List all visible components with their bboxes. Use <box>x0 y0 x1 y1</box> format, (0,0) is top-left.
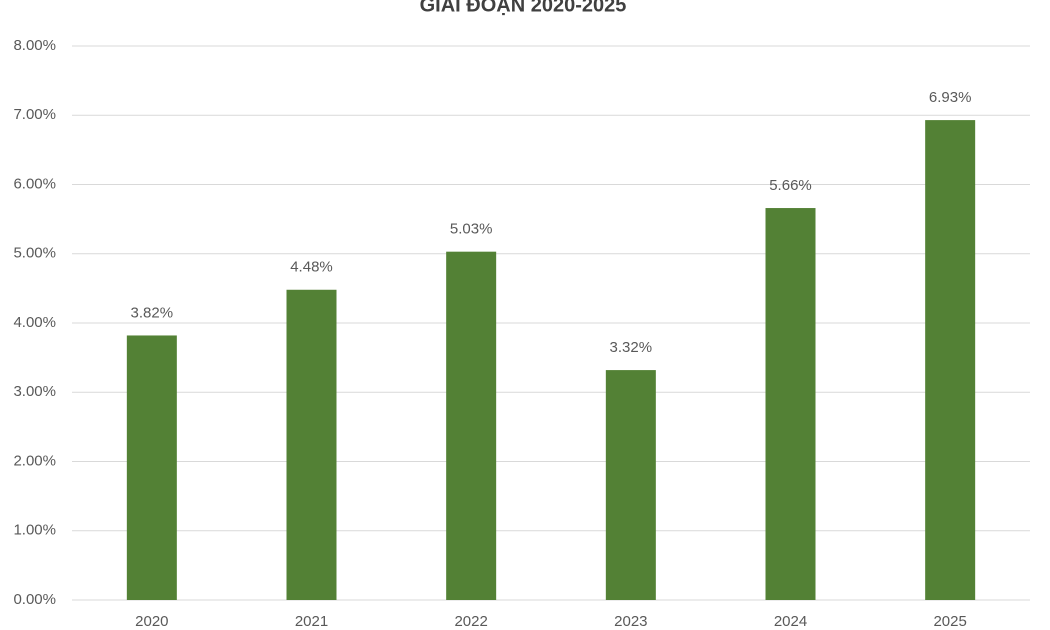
x-tick-label: 2024 <box>774 613 807 630</box>
data-label: 5.03% <box>450 221 493 238</box>
x-tick-label: 2025 <box>933 613 966 630</box>
data-label: 3.82% <box>131 304 174 321</box>
x-tick-label: 2020 <box>135 613 168 630</box>
bar <box>925 120 976 600</box>
x-tick-label: 2021 <box>295 613 328 630</box>
data-label: 4.48% <box>290 259 333 276</box>
chart-title: GIAI ĐOẠN 2020-2025 <box>420 0 627 16</box>
bar <box>126 335 177 600</box>
bar <box>446 251 497 601</box>
y-tick-label: 1.00% <box>13 522 56 539</box>
y-tick-label: 3.00% <box>13 383 56 400</box>
y-tick-label: 0.00% <box>13 591 56 608</box>
data-label: 3.32% <box>610 339 653 356</box>
data-label: 5.66% <box>769 177 812 194</box>
y-tick-label: 2.00% <box>13 452 56 469</box>
y-tick-label: 7.00% <box>13 106 56 123</box>
bar <box>605 370 656 600</box>
y-tick-label: 4.00% <box>13 314 56 331</box>
data-label: 6.93% <box>929 89 972 106</box>
x-tick-label: 2022 <box>454 613 487 630</box>
y-tick-label: 8.00% <box>13 37 56 54</box>
x-tick-label: 2023 <box>614 613 647 630</box>
y-tick-label: 6.00% <box>13 175 56 192</box>
bar <box>765 208 816 601</box>
y-tick-label: 5.00% <box>13 245 56 262</box>
bar <box>286 289 337 600</box>
